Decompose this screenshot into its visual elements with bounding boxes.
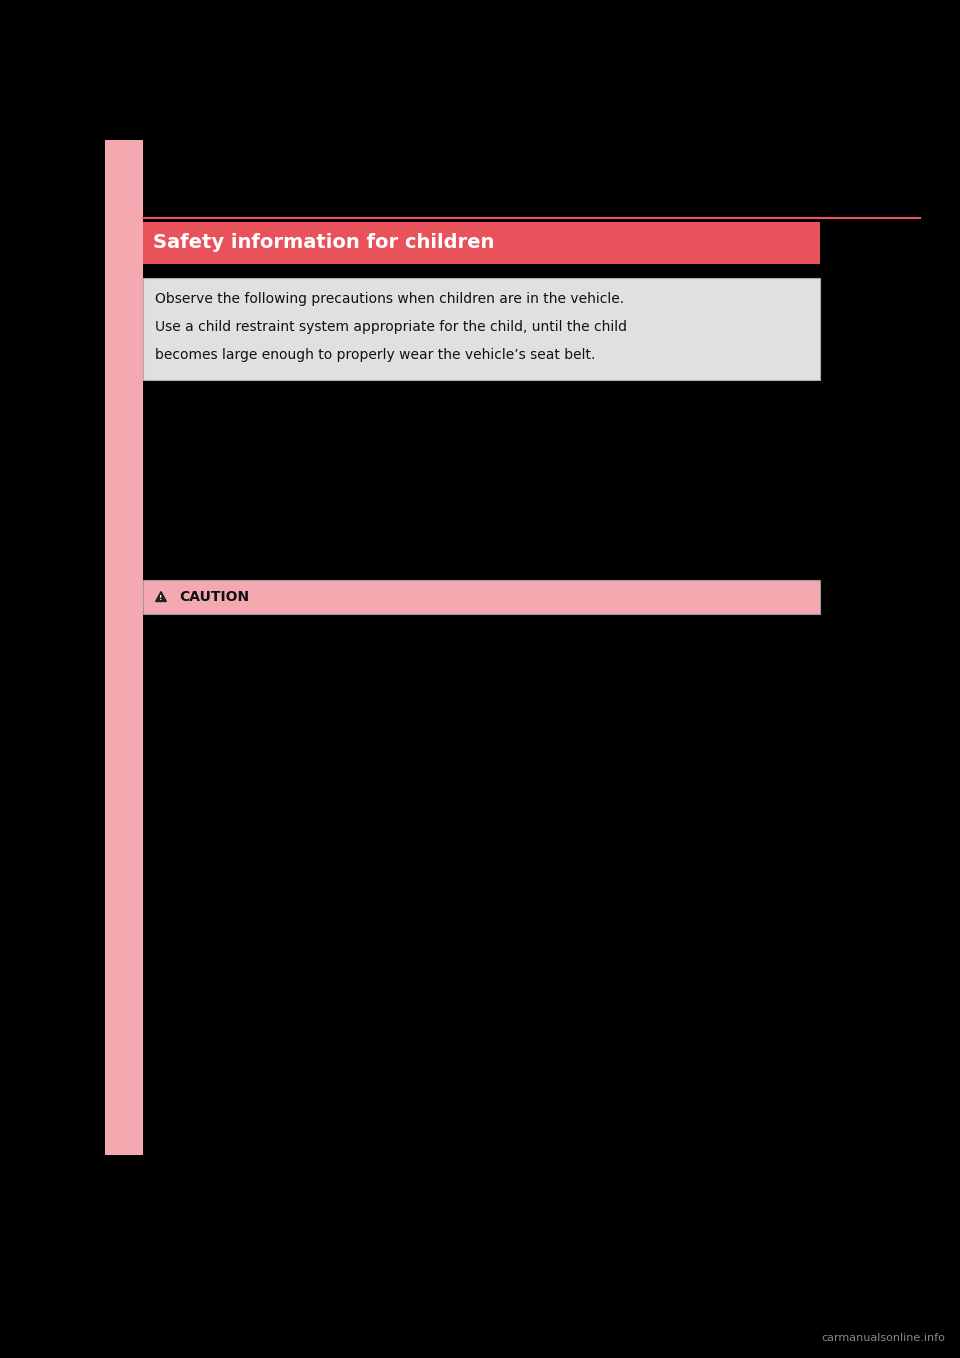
Text: carmanualsonline.info: carmanualsonline.info [821, 1334, 945, 1343]
Text: Use a child restraint system appropriate for the child, until the child: Use a child restraint system appropriate… [155, 320, 627, 334]
Text: !: ! [159, 595, 162, 602]
Text: Safety information for children: Safety information for children [153, 234, 494, 253]
Polygon shape [156, 592, 166, 602]
Bar [143, 580, 820, 614]
Bar [143, 221, 820, 263]
Text: becomes large enough to properly wear the vehicle’s seat belt.: becomes large enough to properly wear th… [155, 348, 595, 363]
Bar [143, 278, 820, 380]
Text: Observe the following precautions when children are in the vehicle.: Observe the following precautions when c… [155, 292, 624, 306]
Bar [105, 140, 143, 1156]
Text: CAUTION: CAUTION [179, 589, 250, 604]
